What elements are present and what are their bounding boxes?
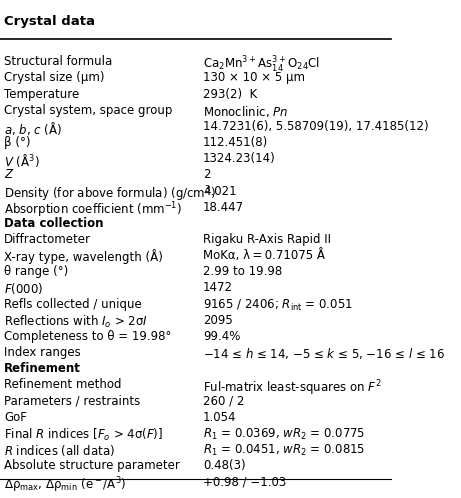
Text: θ range (°): θ range (°) — [4, 265, 68, 278]
Text: X-ray type, wavelength (Å): X-ray type, wavelength (Å) — [4, 249, 163, 264]
Text: Monoclinic, $Pn$: Monoclinic, $Pn$ — [203, 104, 289, 119]
Text: Δρ$_{\mathrm{max}}$, Δρ$_{\mathrm{min}}$ (e$^-$/A$^3$): Δρ$_{\mathrm{max}}$, Δρ$_{\mathrm{min}}$… — [4, 475, 126, 495]
Text: MoKα, λ = 0.71075 Å: MoKα, λ = 0.71075 Å — [203, 249, 325, 262]
Text: Temperature: Temperature — [4, 88, 79, 101]
Text: 130 × 10 × 5 μm: 130 × 10 × 5 μm — [203, 72, 305, 85]
Text: Structural formula: Structural formula — [4, 55, 112, 68]
Text: 260 / 2: 260 / 2 — [203, 394, 244, 407]
Text: Density (for above formula) (g/cm$^3$): Density (for above formula) (g/cm$^3$) — [4, 185, 216, 204]
Text: 293(2)  K: 293(2) K — [203, 88, 257, 101]
Text: $R_1$ = 0.0451, $wR_2$ = 0.0815: $R_1$ = 0.0451, $wR_2$ = 0.0815 — [203, 443, 366, 458]
Text: $a$, $b$, $c$ (Å): $a$, $b$, $c$ (Å) — [4, 120, 62, 137]
Text: $F$(000): $F$(000) — [4, 281, 43, 296]
Text: Completeness to θ = 19.98°: Completeness to θ = 19.98° — [4, 330, 171, 343]
Text: 99.4%: 99.4% — [203, 330, 241, 343]
Text: Final $R$ indices [$F_o$ > 4σ($F$)]: Final $R$ indices [$F_o$ > 4σ($F$)] — [4, 427, 163, 443]
Text: Absorption coefficient (mm$^{-1}$): Absorption coefficient (mm$^{-1}$) — [4, 201, 182, 220]
Text: 1.054: 1.054 — [203, 411, 236, 424]
Text: GoF: GoF — [4, 411, 27, 424]
Text: Crystal size (μm): Crystal size (μm) — [4, 72, 104, 85]
Text: $R_1$ = 0.0369, $wR_2$ = 0.0775: $R_1$ = 0.0369, $wR_2$ = 0.0775 — [203, 427, 365, 442]
Text: Crystal system, space group: Crystal system, space group — [4, 104, 172, 117]
Text: $R$ indices (all data): $R$ indices (all data) — [4, 443, 115, 458]
Text: 1324.23(14): 1324.23(14) — [203, 152, 276, 165]
Text: Ful-matrix least-squares on $F^2$: Ful-matrix least-squares on $F^2$ — [203, 378, 382, 398]
Text: Index ranges: Index ranges — [4, 346, 81, 359]
Text: Reflections with $I_o$ > 2σ$I$: Reflections with $I_o$ > 2σ$I$ — [4, 314, 148, 330]
Text: $Z$: $Z$ — [4, 168, 14, 181]
Text: Refls collected / unique: Refls collected / unique — [4, 298, 142, 311]
Text: 9165 / 2406; $R_{\mathrm{int}}$ = 0.051: 9165 / 2406; $R_{\mathrm{int}}$ = 0.051 — [203, 298, 353, 313]
Text: Ca$_2$Mn$^{3+}$As$^{3+}_{14}$O$_{24}$Cl: Ca$_2$Mn$^{3+}$As$^{3+}_{14}$O$_{24}$Cl — [203, 55, 320, 75]
Text: Absolute structure parameter: Absolute structure parameter — [4, 459, 180, 472]
Text: Data collection: Data collection — [4, 217, 103, 230]
Text: 1472: 1472 — [203, 281, 233, 294]
Text: Rigaku R-Axis Rapid II: Rigaku R-Axis Rapid II — [203, 233, 331, 246]
Text: 4.021: 4.021 — [203, 185, 237, 198]
Text: 14.7231(6), 5.58709(19), 17.4185(12): 14.7231(6), 5.58709(19), 17.4185(12) — [203, 120, 429, 133]
Text: 18.447: 18.447 — [203, 201, 244, 214]
Text: β (°): β (°) — [4, 136, 30, 149]
Text: Parameters / restraints: Parameters / restraints — [4, 394, 140, 407]
Text: 112.451(8): 112.451(8) — [203, 136, 268, 149]
Text: Refinement: Refinement — [4, 362, 81, 375]
Text: 2.99 to 19.98: 2.99 to 19.98 — [203, 265, 282, 278]
Text: 2: 2 — [203, 168, 211, 181]
Text: 0.48(3): 0.48(3) — [203, 459, 246, 472]
Text: −14 ≤ $h$ ≤ 14, −5 ≤ $k$ ≤ 5, −16 ≤ $l$ ≤ 16: −14 ≤ $h$ ≤ 14, −5 ≤ $k$ ≤ 5, −16 ≤ $l$ … — [203, 346, 445, 361]
Text: 2095: 2095 — [203, 314, 233, 327]
Text: +0.98 / −1.03: +0.98 / −1.03 — [203, 475, 286, 489]
Text: Crystal data: Crystal data — [4, 14, 95, 28]
Text: $V$ (Å$^3$): $V$ (Å$^3$) — [4, 152, 40, 169]
Text: Refinement method: Refinement method — [4, 378, 121, 391]
Text: Diffractometer: Diffractometer — [4, 233, 91, 246]
